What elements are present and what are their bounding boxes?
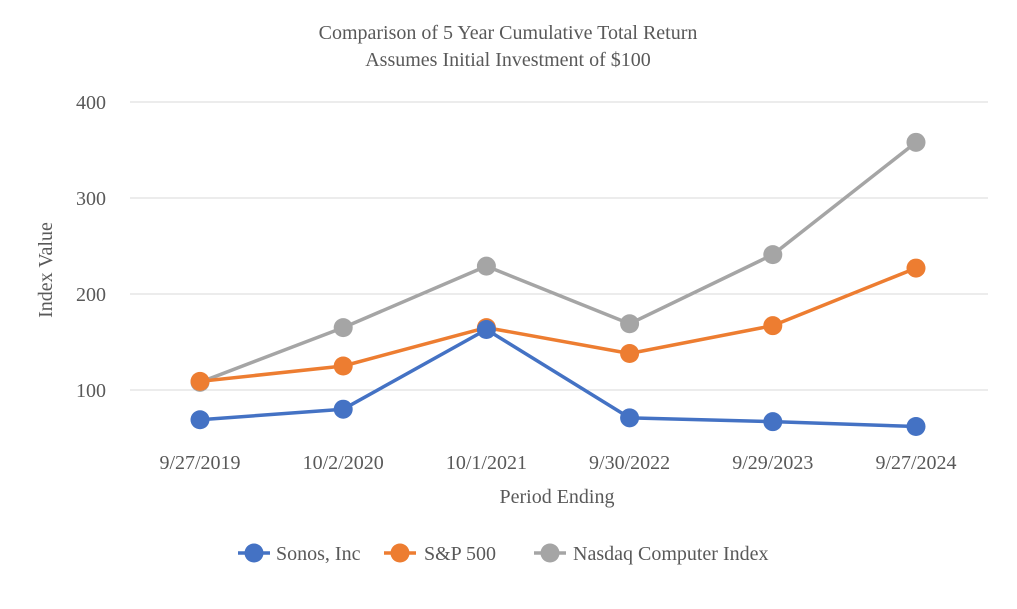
y-tick-label: 200 — [76, 284, 106, 306]
legend-item: Sonos, Inc — [238, 543, 361, 565]
data-point — [620, 408, 640, 428]
data-point — [906, 416, 926, 436]
series-line — [199, 327, 917, 429]
chart-subtitle: Assumes Initial Investment of $100 — [365, 49, 651, 71]
x-tick-label: 10/1/2021 — [446, 452, 527, 474]
legend-marker — [540, 543, 560, 563]
x-tick-label: 9/29/2023 — [732, 452, 813, 474]
data-point — [763, 245, 783, 265]
series-0 — [190, 320, 926, 436]
x-axis-label: Period Ending — [500, 486, 615, 508]
data-point — [476, 320, 496, 340]
legend-marker — [244, 543, 264, 563]
legend-label: Nasdaq Computer Index — [573, 543, 769, 565]
data-point — [906, 258, 926, 278]
series-1 — [190, 258, 926, 391]
y-tick-label: 300 — [76, 188, 106, 210]
series-2 — [190, 132, 926, 392]
legend-marker — [390, 543, 410, 563]
chart-title: Comparison of 5 Year Cumulative Total Re… — [319, 22, 698, 44]
legend-item: Nasdaq Computer Index — [534, 543, 769, 565]
series-line — [199, 140, 918, 384]
y-axis-label: Index Value — [35, 222, 57, 318]
gridlines — [130, 101, 988, 391]
legend-label: S&P 500 — [424, 543, 496, 565]
data-point — [190, 371, 210, 391]
data-point — [333, 356, 353, 376]
x-tick-label: 10/2/2020 — [303, 452, 384, 474]
y-tick-label: 100 — [76, 380, 106, 402]
data-point — [333, 399, 353, 419]
x-tick-label: 9/30/2022 — [589, 452, 670, 474]
data-point — [906, 132, 926, 152]
data-point — [620, 314, 640, 334]
x-tick-label: 9/27/2019 — [159, 452, 240, 474]
legend-item: S&P 500 — [384, 543, 496, 565]
data-point — [620, 344, 640, 364]
legend-label: Sonos, Inc — [276, 543, 361, 565]
data-point — [190, 410, 210, 430]
data-point — [476, 256, 496, 276]
series-group — [190, 132, 926, 436]
data-point — [333, 318, 353, 338]
y-tick-label: 400 — [76, 92, 106, 114]
data-point — [763, 316, 783, 336]
data-point — [763, 412, 783, 432]
x-tick-label: 9/27/2024 — [875, 452, 956, 474]
legend: Sonos, Inc S&P 500 Nasdaq Computer Index — [238, 543, 769, 565]
x-axis-ticks: 9/27/2019 10/2/2020 10/1/2021 9/30/2022 9/29… — [159, 452, 956, 474]
series-line — [199, 266, 917, 384]
y-axis-ticks: 100 200 300 400 — [76, 92, 106, 402]
